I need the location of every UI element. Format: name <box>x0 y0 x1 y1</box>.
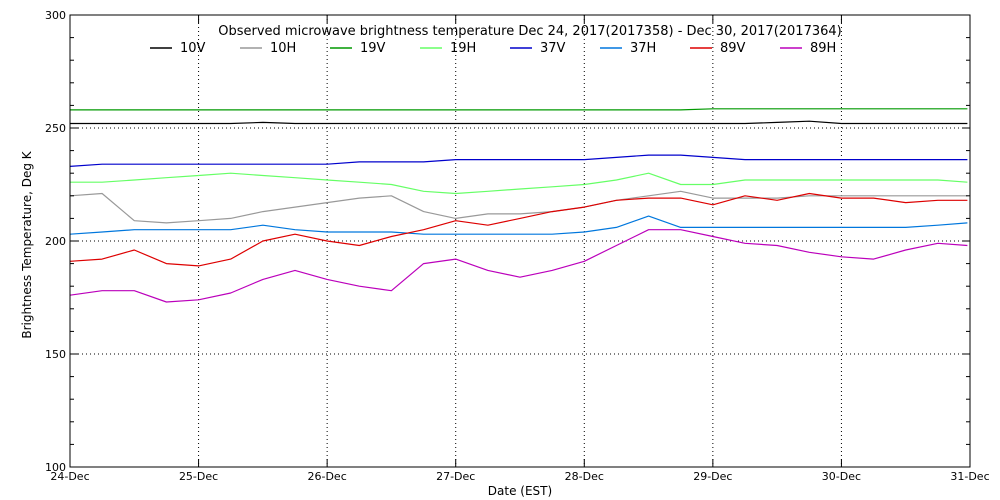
series-line-89h <box>69 229 968 303</box>
y-tick-label: 150 <box>45 348 66 361</box>
x-tick-label: 25-Dec <box>179 470 218 483</box>
legend-label-19h: 19H <box>450 41 476 56</box>
series-line-37h <box>69 215 968 235</box>
y-tick-label: 300 <box>45 9 66 22</box>
x-tick-label: 28-Dec <box>565 470 604 483</box>
x-tick-label: 31-Dec <box>950 470 989 483</box>
chart-title: Observed microwave brightness temperatur… <box>218 24 842 39</box>
series-line-19h <box>70 172 968 195</box>
legend-label-89h: 89H <box>810 41 836 56</box>
series-line-10h <box>69 190 968 224</box>
series-line-37v <box>69 154 968 167</box>
x-axis-title: Date (EST) <box>488 484 552 498</box>
series-line-10v <box>70 120 968 125</box>
axis-ticks <box>69 14 971 468</box>
y-tick-label: 100 <box>45 461 66 474</box>
y-tick-label: 250 <box>45 122 66 135</box>
series-line-19v <box>70 108 968 111</box>
x-tick-label: 30-Dec <box>822 470 861 483</box>
y-tick-label: 200 <box>45 235 66 248</box>
legend-label-10v: 10V <box>180 41 206 56</box>
series-lines <box>69 108 968 303</box>
x-tick-label: 26-Dec <box>308 470 347 483</box>
series-line-89v <box>69 192 968 267</box>
x-tick-label: 29-Dec <box>693 470 732 483</box>
x-tick-label: 24-Dec <box>50 470 89 483</box>
legend-label-10h: 10H <box>270 41 296 56</box>
legend-label-19v: 19V <box>360 41 386 56</box>
legend-label-89v: 89V <box>720 41 746 56</box>
legend-label-37v: 37V <box>540 41 566 56</box>
legend-label-37h: 37H <box>630 41 656 56</box>
x-tick-label: 27-Dec <box>436 470 475 483</box>
legend: 10V 10H 19V 19H 37V 37H 89V 89H <box>150 41 836 56</box>
x-tick-labels: 24-Dec 25-Dec 26-Dec 27-Dec 28-Dec 29-Dec 30-D… <box>50 470 989 483</box>
y-axis-title: Brightness Temperature, Deg K <box>20 150 34 338</box>
grid-lines <box>70 15 970 467</box>
y-tick-labels: 100 150 200 250 300 <box>45 9 66 474</box>
